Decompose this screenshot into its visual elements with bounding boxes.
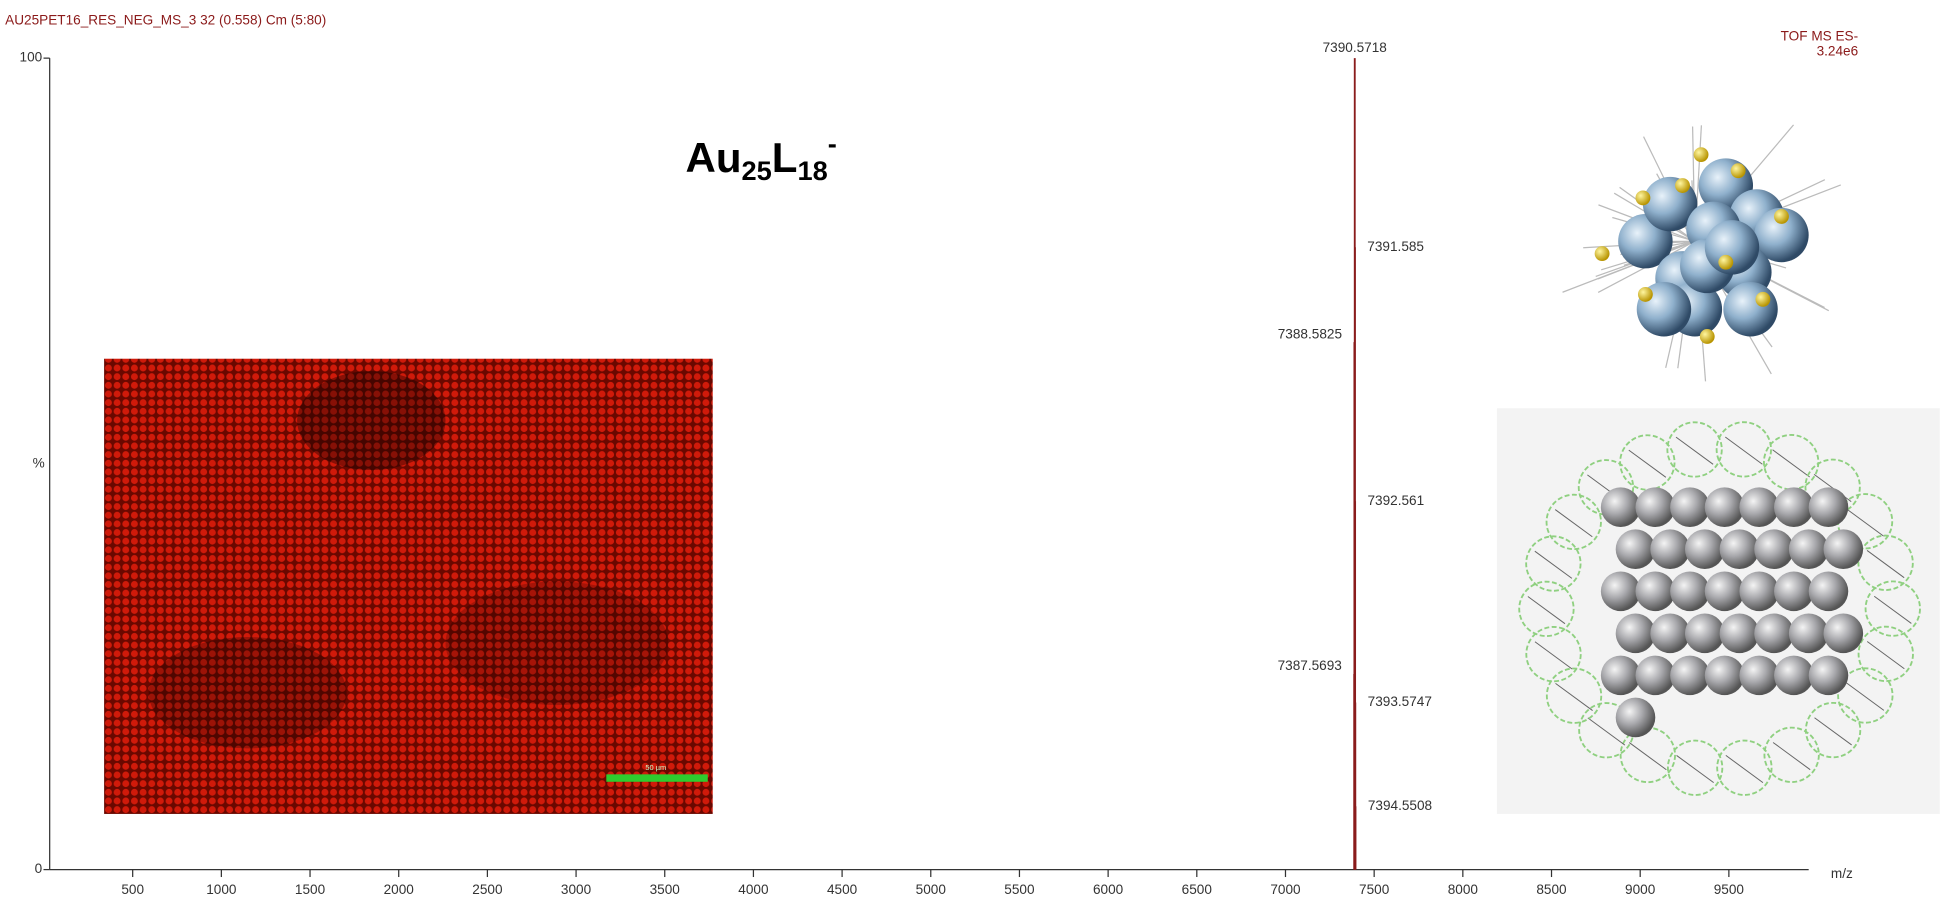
- scale-bar-label: 50 µm: [645, 763, 666, 772]
- x-tick-label: 500: [121, 882, 144, 897]
- x-tick-label: 2000: [384, 882, 415, 897]
- acquisition-mode: TOF MS ES-: [1781, 29, 1859, 44]
- y-tick-label: 100: [20, 50, 43, 65]
- x-tick-label: 4500: [827, 882, 858, 897]
- x-tick-label: 7500: [1359, 882, 1390, 897]
- x-axis-label: m/z: [1831, 866, 1853, 881]
- x-tick-label: 5500: [1004, 882, 1035, 897]
- superlattice-structure: [1496, 408, 1940, 814]
- x-tick-label: 6500: [1182, 882, 1213, 897]
- x-tick-label: 5000: [916, 882, 947, 897]
- x-tick-label: 1000: [206, 882, 237, 897]
- x-tick-label: 1500: [295, 882, 326, 897]
- spectrum-title: AU25PET16_RES_NEG_MS_3 32 (0.558) Cm (5:…: [5, 13, 326, 28]
- y-axis-label: %: [33, 455, 45, 470]
- microscopy-inset: 50 µm: [104, 358, 713, 814]
- formula: Au25L18-: [685, 128, 836, 186]
- x-tick-label: 2500: [472, 882, 503, 897]
- y-tick-label: 0: [35, 861, 43, 876]
- peak-label: 7393.5747: [1368, 694, 1432, 709]
- x-tick-label: 3000: [561, 882, 592, 897]
- x-tick-label: 9500: [1714, 882, 1745, 897]
- peak-label: 7392.561: [1367, 493, 1424, 508]
- x-tick-label: 8500: [1536, 882, 1567, 897]
- x-tick-label: 6000: [1093, 882, 1124, 897]
- x-tick-label: 4000: [738, 882, 769, 897]
- peak-label: 7388.5825: [1278, 326, 1342, 341]
- x-tick-label: 8000: [1448, 882, 1479, 897]
- au25-structure: [1562, 124, 1841, 382]
- x-tick-label: 9000: [1625, 882, 1656, 897]
- peak-label: 7391.585: [1367, 239, 1424, 254]
- x-tick-label: 3500: [650, 882, 681, 897]
- peak-label: 7387.5693: [1278, 658, 1342, 673]
- peak-label: 7394.5508: [1368, 798, 1432, 813]
- intensity-scale: 3.24e6: [1817, 44, 1859, 59]
- x-tick-label: 7000: [1270, 882, 1301, 897]
- peak-label: 7390.5718: [1323, 40, 1387, 55]
